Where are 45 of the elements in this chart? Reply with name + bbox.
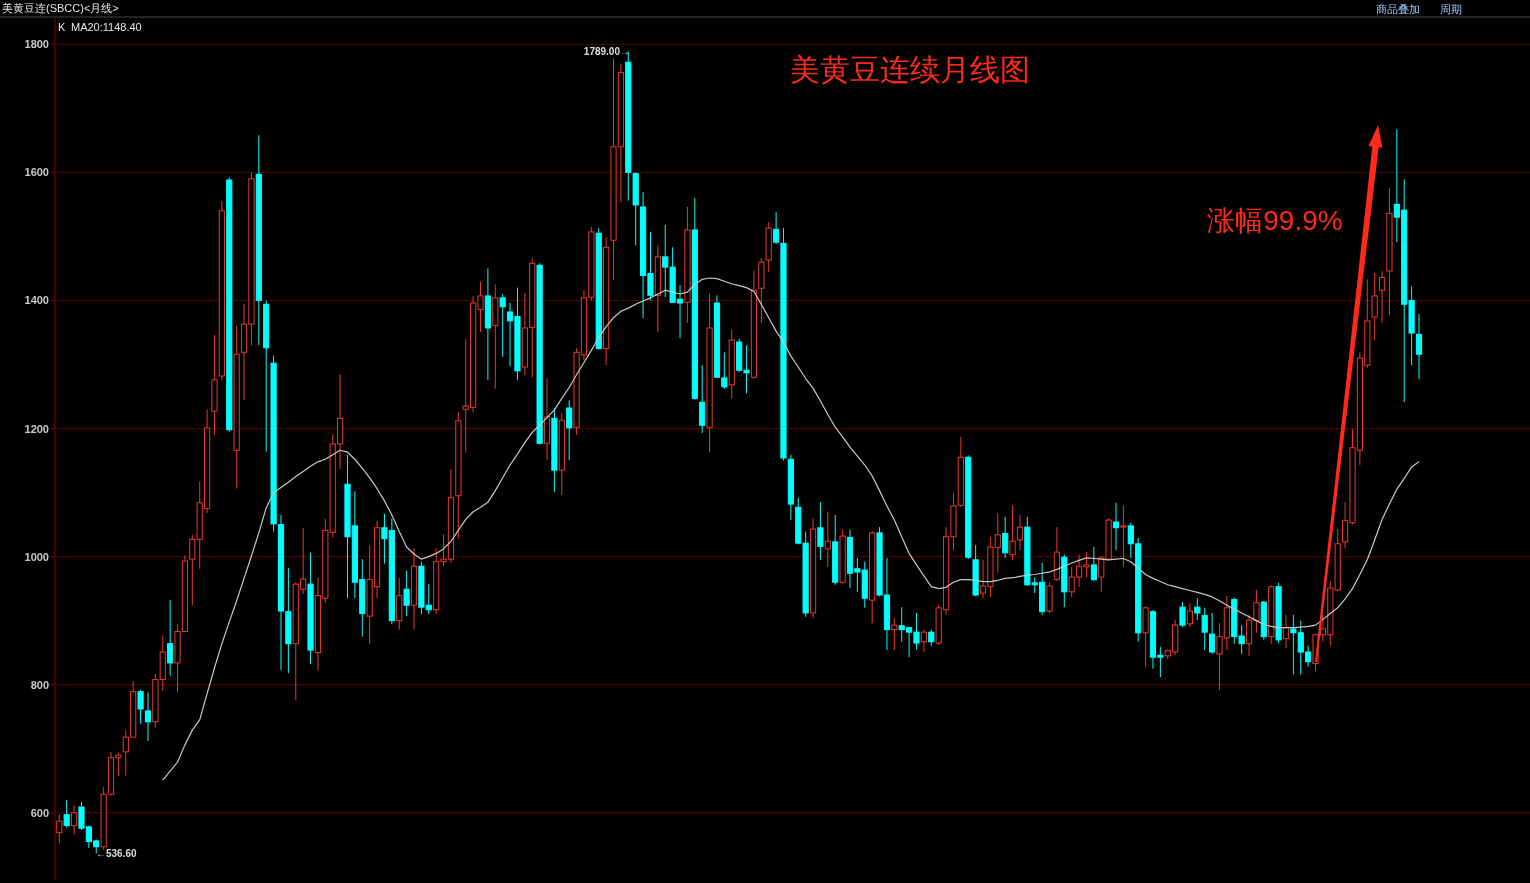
annotation: 1789.00→ [583, 46, 630, 57]
candlestick [70, 804, 78, 836]
candlestick [1186, 602, 1194, 628]
candlestick [1179, 601, 1186, 628]
y-tick-label: 600 [30, 806, 49, 819]
candlestick [1002, 516, 1009, 559]
y-tick-label: 1600 [24, 166, 49, 179]
candlestick [137, 689, 144, 725]
y-tick-label: 1800 [24, 38, 49, 51]
text: 商品叠加 [1376, 3, 1420, 15]
candlestick [773, 211, 780, 245]
candlestick [699, 364, 706, 434]
candlestick [144, 691, 152, 742]
candlestick [1378, 270, 1386, 324]
candlestick [1194, 597, 1201, 621]
candlestick [1201, 607, 1208, 651]
y-tick-label: 800 [30, 678, 49, 691]
candlestick [817, 501, 824, 561]
candlestick [1090, 546, 1097, 582]
candlestick [566, 399, 573, 461]
candlestick [1371, 272, 1378, 341]
candlestick [1120, 504, 1127, 568]
candlestick [403, 570, 410, 617]
annotation: MA20:1148.40 [71, 21, 142, 33]
y-tick-label: 1200 [24, 422, 49, 435]
candlestick [1415, 313, 1423, 380]
text: 周期 [1440, 3, 1462, 15]
candlestick [920, 629, 927, 653]
annotation: ←536.60 [96, 848, 138, 859]
candlestick [1016, 514, 1024, 551]
annotation: 涨幅99.9% [1207, 205, 1343, 236]
y-tick-label: 1000 [24, 550, 49, 563]
candlestick [1208, 612, 1216, 655]
candlestick [824, 511, 831, 568]
text: 美黄豆连(SBCC)<月线> [2, 2, 119, 14]
candlestick [891, 617, 898, 651]
annotation: K [58, 21, 66, 33]
y-tick-label: 1400 [24, 294, 49, 307]
text: 美黄豆连续月线图 [790, 53, 1030, 86]
candlestick [63, 799, 70, 828]
candlestick [1009, 504, 1016, 561]
candlestick [499, 293, 506, 358]
candlestick [1282, 614, 1290, 649]
candlestick [167, 599, 174, 677]
candlestick [1112, 502, 1120, 551]
